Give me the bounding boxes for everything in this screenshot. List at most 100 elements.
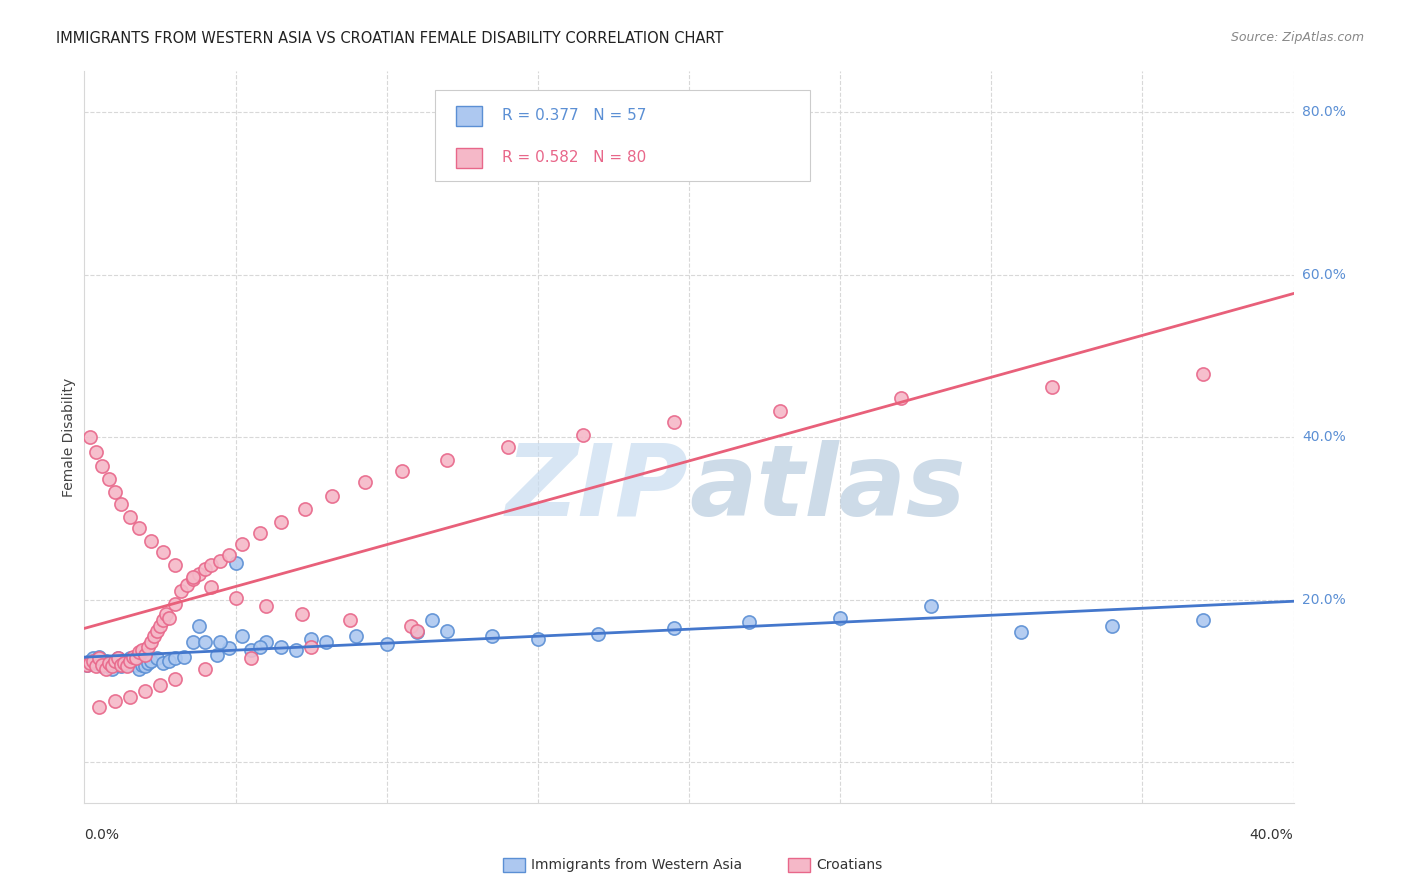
- Point: [89, 699, 111, 714]
- Point: [118, 509, 141, 524]
- Point: [239, 643, 262, 657]
- Bar: [456, 106, 482, 126]
- Point: [91, 458, 114, 473]
- Point: [110, 497, 132, 511]
- Point: [136, 656, 159, 670]
- Bar: [503, 858, 524, 872]
- Point: [97, 472, 120, 486]
- Point: [436, 624, 458, 638]
- Point: [662, 621, 685, 635]
- Point: [118, 651, 141, 665]
- Point: [107, 651, 129, 665]
- Point: [420, 613, 443, 627]
- Point: [139, 534, 162, 549]
- Text: Croatians: Croatians: [815, 858, 882, 872]
- Point: [157, 654, 180, 668]
- Point: [82, 651, 104, 665]
- Point: [188, 566, 211, 581]
- Point: [315, 635, 337, 649]
- Point: [152, 613, 174, 627]
- Point: [181, 572, 204, 586]
- Point: [163, 673, 186, 687]
- Point: [1191, 367, 1213, 381]
- Point: [152, 545, 174, 559]
- Point: [128, 645, 150, 659]
- Point: [249, 640, 271, 654]
- Point: [270, 516, 292, 530]
- Point: [225, 556, 247, 570]
- Point: [346, 629, 368, 643]
- Point: [146, 651, 169, 665]
- Point: [572, 428, 595, 442]
- Point: [149, 618, 172, 632]
- Point: [294, 501, 316, 516]
- Point: [155, 607, 177, 622]
- Point: [79, 430, 101, 444]
- Point: [254, 635, 277, 649]
- Text: 40.0%: 40.0%: [1250, 828, 1294, 842]
- Point: [526, 632, 548, 646]
- Point: [207, 648, 229, 662]
- Text: 60.0%: 60.0%: [1302, 268, 1346, 282]
- Point: [91, 659, 114, 673]
- Point: [830, 610, 852, 624]
- Text: R = 0.377   N = 57: R = 0.377 N = 57: [502, 108, 645, 123]
- Point: [406, 625, 429, 640]
- Text: 80.0%: 80.0%: [1302, 105, 1346, 119]
- Text: ZIP: ZIP: [506, 440, 689, 537]
- Point: [86, 659, 108, 673]
- Point: [125, 658, 148, 673]
- Point: [94, 654, 117, 668]
- Point: [100, 659, 122, 673]
- Point: [94, 662, 117, 676]
- Point: [218, 641, 240, 656]
- Point: [218, 548, 240, 562]
- Point: [118, 690, 141, 705]
- Point: [115, 657, 138, 672]
- Point: [194, 562, 217, 576]
- Point: [209, 553, 232, 567]
- Point: [1010, 625, 1032, 640]
- Point: [176, 578, 198, 592]
- Point: [118, 654, 141, 668]
- Point: [134, 659, 156, 673]
- Point: [181, 570, 204, 584]
- Point: [339, 613, 361, 627]
- Point: [97, 657, 120, 672]
- Point: [86, 656, 108, 670]
- Point: [104, 485, 127, 500]
- Point: [291, 607, 314, 622]
- Text: atlas: atlas: [689, 440, 966, 537]
- Point: [231, 629, 253, 643]
- Point: [125, 651, 148, 665]
- Point: [436, 453, 458, 467]
- Point: [738, 615, 761, 630]
- Point: [115, 659, 138, 673]
- Point: [225, 591, 247, 605]
- Bar: [456, 148, 482, 168]
- Point: [194, 662, 217, 676]
- Point: [209, 635, 232, 649]
- Point: [121, 656, 143, 670]
- Point: [110, 657, 132, 672]
- Point: [200, 581, 222, 595]
- Text: 0.0%: 0.0%: [84, 828, 120, 842]
- Point: [128, 521, 150, 535]
- Point: [86, 444, 108, 458]
- Point: [110, 659, 132, 673]
- Point: [152, 656, 174, 670]
- Point: [163, 597, 186, 611]
- Point: [104, 654, 127, 668]
- Point: [321, 489, 343, 503]
- Point: [170, 584, 193, 599]
- Text: R = 0.582   N = 80: R = 0.582 N = 80: [502, 150, 645, 165]
- Point: [1101, 618, 1123, 632]
- Point: [375, 637, 398, 651]
- Point: [662, 416, 685, 430]
- Point: [769, 404, 792, 418]
- Text: Immigrants from Western Asia: Immigrants from Western Asia: [531, 858, 742, 872]
- Point: [91, 657, 114, 672]
- Point: [76, 657, 98, 672]
- Text: 40.0%: 40.0%: [1302, 430, 1346, 444]
- Point: [149, 678, 172, 692]
